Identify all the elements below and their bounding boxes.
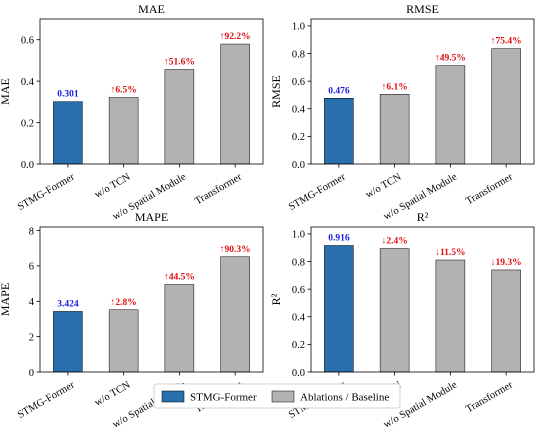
panel-2-bar-3 [491,48,521,165]
panel-3-ytick-label-3: 6 [29,262,34,273]
panel-3-ytick-label-4: 8 [29,226,34,237]
panel-2-ytick-label-0: 0.0 [292,160,305,171]
panel-3-bar-1 [108,309,139,373]
panel-2-ylabel: RMSE [269,75,283,108]
panel-4-ytick-label-1: 0.2 [292,340,305,351]
panel-1-bar-1 [108,97,139,165]
panel-3-ytick-label-1: 2 [29,332,34,343]
panel-2-ytick-label-3: 0.6 [292,77,305,88]
panel-1-bar-3 [220,43,250,165]
panel-1-ylabel: MAE [0,78,12,105]
panel-4-ytick-label-0: 0.0 [292,368,305,379]
panel-1-value-label-2: ↑51.6% [164,58,195,68]
panel-4-xtick-label-3: Transformer [464,379,515,415]
panel-1-value-label-0: 0.301 [57,90,79,100]
panel-3-value-label-3: ↑90.3% [220,245,251,255]
panel-2-ytick-label-1: 0.2 [292,132,305,143]
panel-1-ytick-label-0: 0.0 [21,160,34,171]
panel-1-title: MAE [138,2,165,16]
panel-3-axes-frame [39,226,264,373]
legend-swatch-0 [161,390,185,403]
panel-3-ylabel: MAPE [0,283,12,316]
panel-1-value-label-1: ↑6.5% [111,86,137,96]
panel-2-value-label-1: ↑6.1% [382,82,408,92]
panel-1-ytick-label-1: 0.2 [21,118,34,129]
panel-4-ytick-label-4: 0.8 [292,257,305,268]
panel-4-ytick-label-2: 0.4 [292,313,306,324]
panel-1-value-label-3: ↑92.2% [220,32,251,42]
panel-3-bar-3 [220,256,250,373]
panel-4-value-label-2: ↓11.5% [435,248,465,258]
panel-3-xtick-label-0: STMG-Former [16,379,77,421]
panel-1-ytick-label-3: 0.6 [21,36,34,47]
panel-1-xtick-label-1: w/o TCN [93,171,133,200]
panel-4-title: R² [417,210,429,224]
panel-2-value-label-2: ↑49.5% [435,54,466,64]
panel-2-bar-0 [324,98,354,165]
panel-4-value-label-0: 0.916 [328,234,350,244]
panel-4-bar-2 [435,259,466,373]
panel-1-ytick-label-2: 0.4 [21,77,35,88]
panel-2-xtick-label-3: Transformer [464,171,515,207]
panel-3-xtick-label-1: w/o TCN [93,379,133,408]
panel-4-ytick-label-3: 0.6 [292,285,305,296]
panel-2-ytick-label-2: 0.4 [292,105,306,116]
panel-4-ylabel: R² [269,293,283,305]
panel-2-xtick-label-1: w/o TCN [364,171,404,200]
panel-4-bar-3 [491,269,521,373]
panel-2-value-label-3: ↑75.4% [491,37,522,47]
panel-3-title: MAPE [135,210,168,224]
panel-2-bar-1 [379,94,410,165]
panel-4-value-label-1: ↓2.4% [382,237,408,247]
legend-label-0: STMG-Former [190,392,257,404]
panel-4-value-label-3: ↓19.3% [491,258,522,268]
panel-2-ytick-label-5: 1.0 [292,22,305,33]
panel-4-bar-1 [379,248,410,373]
panel-2-ytick-label-4: 0.8 [292,49,305,60]
panel-4-axes-frame [310,226,535,373]
panel-4-bar-0 [324,245,354,373]
panel-1-xtick-label-0: STMG-Former [16,171,77,213]
panel-1-bar-2 [164,69,195,165]
panel-2-xtick-label-0: STMG-Former [287,171,348,213]
panel-3-value-label-1: ↑2.8% [111,298,137,308]
panel-2-value-label-0: 0.476 [328,86,350,96]
panel-4-ytick-label-5: 1.0 [292,230,305,241]
panel-2-bar-2 [435,65,466,165]
panel-3-ytick-label-2: 4 [29,297,35,308]
panel-3-value-label-0: 3.424 [57,299,79,309]
panel-1-xtick-label-3: Transformer [193,171,244,207]
panel-3-bar-2 [164,284,195,373]
panel-1-axes-frame [39,18,264,165]
panel-1-bar-0 [53,101,83,165]
panel-3-value-label-2: ↑44.5% [164,273,195,283]
panel-3-ytick-label-0: 0 [29,368,34,379]
legend-swatch-1 [271,390,295,403]
panel-2-axes-frame [310,18,535,165]
panel-2-title: RMSE [406,2,439,16]
legend-label-1: Ablations / Baseline [300,392,389,404]
panel-3-bar-0 [53,311,83,373]
